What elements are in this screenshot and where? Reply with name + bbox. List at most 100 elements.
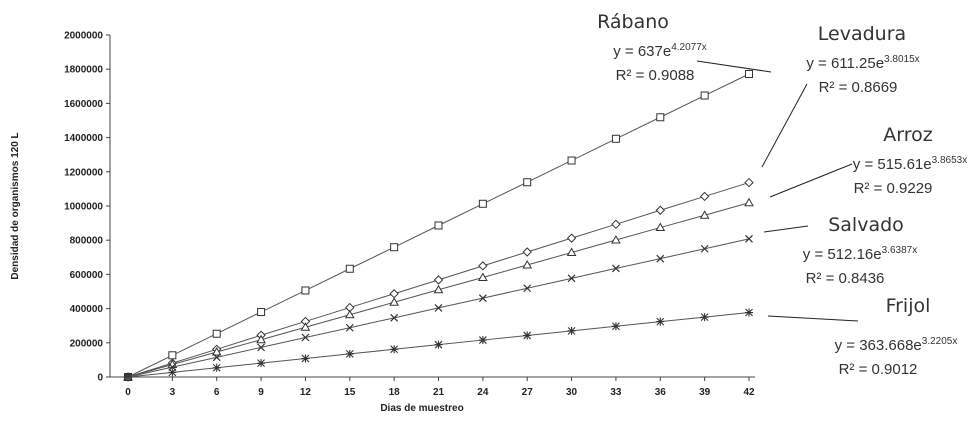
- data-point: [699, 210, 710, 219]
- data-point: [655, 205, 665, 215]
- data-point: [567, 326, 576, 335]
- data-point: [611, 322, 620, 331]
- series-x: [124, 234, 753, 381]
- y-tick-label: 1400000: [64, 133, 103, 144]
- y-tick-label: 1000000: [64, 202, 103, 213]
- y-tick-label: 400000: [70, 304, 104, 315]
- data-point: [212, 329, 221, 338]
- x-tick-label: 3: [170, 387, 176, 398]
- x-tick-label: 21: [433, 387, 445, 398]
- data-point: [257, 359, 266, 368]
- y-axis-ticks: 0 200000 400000 600000 800000 1000000 1200000 1…: [64, 31, 110, 384]
- data-point: [611, 134, 620, 143]
- x-tick-label: 9: [258, 387, 264, 398]
- y-tick-label: 800000: [70, 236, 104, 247]
- data-point: [611, 235, 621, 244]
- data-point: [433, 284, 444, 294]
- r-squared-label: R² = 0.8669: [819, 79, 898, 96]
- data-point: [477, 272, 488, 281]
- data-point: [478, 294, 487, 303]
- data-point: [523, 331, 532, 340]
- trendline-equation: y = 515.61e3.8653x: [853, 155, 967, 173]
- data-point: [301, 354, 310, 363]
- data-point: [256, 334, 266, 344]
- x-tick-label: 42: [743, 387, 755, 398]
- data-point: [566, 233, 577, 243]
- data-point: [168, 351, 177, 360]
- x-axis-ticks: 0 3 6 9 12 15 18 21 24 27 30 33 36 39 42: [125, 377, 755, 398]
- data-point: [478, 199, 487, 208]
- data-point: [345, 264, 354, 273]
- data-point: [257, 308, 266, 317]
- series-name-label: Arroz: [883, 124, 932, 146]
- leader-line: [767, 315, 859, 322]
- data-point: [390, 243, 399, 252]
- data-point: [745, 234, 753, 243]
- data-point: [656, 113, 665, 122]
- data-point: [700, 91, 709, 100]
- y-tick-label: 1600000: [64, 99, 103, 110]
- data-point: [211, 347, 222, 356]
- data-point: [522, 259, 533, 269]
- data-point: [124, 373, 132, 381]
- trendline-equation: y = 512.16e3.6387x: [803, 245, 917, 263]
- data-point: [655, 222, 666, 232]
- chart-axes: [109, 35, 755, 378]
- x-tick-label: 24: [477, 387, 489, 398]
- x-axis-title: Dias de muestreo: [380, 403, 463, 414]
- data-point: [390, 345, 399, 354]
- y-tick-label: 2000000: [64, 31, 103, 42]
- x-tick-label: 15: [344, 387, 356, 398]
- x-tick-label: 0: [125, 387, 131, 398]
- data-point: [523, 284, 532, 293]
- r-squared-label: R² = 0.9088: [616, 67, 695, 84]
- leader-line: [769, 163, 853, 198]
- y-tick-label: 0: [97, 373, 103, 384]
- annotation-star: Frijol y = 363.668e3.2205x R² = 0.9012: [767, 295, 957, 378]
- leader-line: [763, 225, 809, 233]
- data-point: [700, 244, 709, 253]
- data-point: [612, 264, 620, 273]
- data-point: [745, 69, 753, 78]
- data-point: [345, 323, 354, 332]
- annotation-diamond: Levadura y = 611.25e3.8015x R² = 0.8669: [761, 23, 920, 168]
- series-name-label: Salvado: [828, 214, 904, 236]
- trendline-equation: y = 611.25e3.8015x: [806, 54, 919, 72]
- data-point: [745, 308, 753, 317]
- data-point: [389, 289, 399, 299]
- data-point: [300, 322, 311, 331]
- data-point: [522, 247, 532, 257]
- trendline-annotations: Rábano y = 637e4.2077x R² = 0.9088 Levadura…: [597, 11, 967, 378]
- leader-line: [696, 60, 772, 73]
- annotation-x: Salvado y = 512.16e3.6387x R² = 0.8436: [763, 214, 917, 287]
- data-point: [699, 191, 710, 202]
- data-point: [567, 274, 576, 283]
- annotation-triangle: Arroz y = 515.61e3.8653x R² = 0.9229: [769, 124, 967, 198]
- y-axis-title: Densidad de organismos 120 L: [10, 132, 21, 279]
- data-point: [433, 275, 444, 285]
- series-name-label: Levadura: [818, 23, 906, 45]
- x-tick-label: 36: [655, 387, 667, 398]
- data-point: [744, 177, 754, 188]
- data-point: [656, 254, 665, 263]
- data-point: [567, 156, 576, 165]
- data-point: [523, 178, 532, 187]
- series-diamond: [123, 177, 754, 382]
- series-square: [124, 69, 753, 381]
- data-point: [611, 219, 621, 230]
- x-tick-label: 27: [522, 387, 534, 398]
- x-tick-label: 33: [610, 387, 622, 398]
- data-point: [212, 353, 221, 362]
- data-point: [478, 336, 487, 345]
- data-point: [344, 309, 355, 319]
- trendline-equation: y = 637e4.2077x: [613, 42, 707, 60]
- series-name-label: Frijol: [886, 295, 931, 317]
- y-tick-label: 600000: [70, 270, 104, 281]
- leader-line: [761, 83, 808, 168]
- data-point: [301, 286, 310, 295]
- data-point: [434, 303, 443, 312]
- y-tick-label: 200000: [70, 338, 104, 349]
- series-name-label: Rábano: [597, 11, 669, 33]
- x-tick-label: 39: [699, 387, 711, 398]
